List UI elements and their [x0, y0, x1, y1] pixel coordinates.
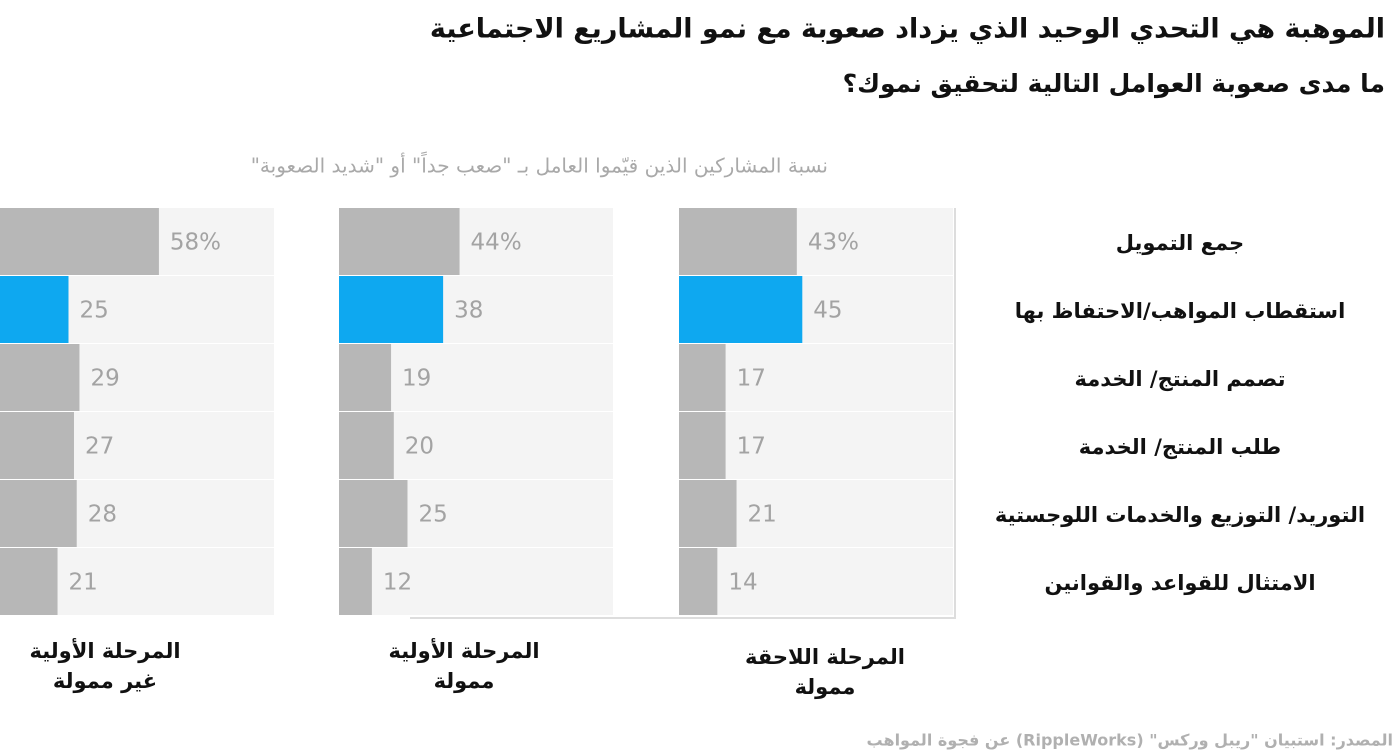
- panel-label: المرحلة الأولية غير ممولة: [29, 639, 181, 693]
- bar: [0, 276, 69, 343]
- value-label: 25: [419, 502, 448, 528]
- value-label: 45: [813, 298, 842, 324]
- bar: [679, 276, 803, 343]
- bar: [679, 480, 737, 547]
- value-label: 28: [88, 502, 117, 528]
- bar: [339, 276, 444, 343]
- panel-label: المرحلة اللاحقة ممولة: [745, 645, 905, 699]
- category-label: الامتثال للقواعد والقوانين: [1044, 571, 1315, 595]
- value-label: 21: [748, 502, 777, 528]
- bar: [679, 344, 726, 411]
- bar: [0, 344, 80, 411]
- row-background: [679, 548, 953, 615]
- category-label: جمع التمويل: [1116, 231, 1244, 255]
- bar: [339, 344, 392, 411]
- value-label: 14: [728, 570, 757, 596]
- row-background: [339, 548, 613, 615]
- chart-title: الموهبة هي التحدي الوحيد الذي يزداد صعوب…: [430, 14, 1385, 45]
- axis-label: نسبة المشاركين الذين قيّموا العامل بـ "ص…: [251, 151, 828, 177]
- value-label: 12: [383, 570, 412, 596]
- value-label: 27: [85, 434, 114, 460]
- bar: [0, 208, 159, 275]
- bar: [339, 208, 460, 275]
- value-label: 25: [80, 298, 109, 324]
- bar: [339, 412, 394, 479]
- value-label: 58%: [170, 230, 221, 256]
- category-label: استقطاب المواهب/الاحتفاظ بها: [1015, 299, 1346, 323]
- bar: [679, 548, 718, 615]
- value-label: 17: [737, 366, 766, 392]
- bar: [0, 480, 77, 547]
- category-label: طلب المنتج/ الخدمة: [1079, 435, 1281, 459]
- bar: [339, 480, 408, 547]
- source: المصدر: استبيان "ريبل وركس" (RippleWorks…: [867, 731, 1393, 750]
- value-label: 43%: [808, 230, 859, 256]
- value-label: 17: [737, 434, 766, 460]
- category-label: تصمم المنتج/ الخدمة: [1075, 367, 1286, 391]
- value-label: 21: [69, 570, 98, 596]
- value-label: 44%: [471, 230, 522, 256]
- bar: [679, 412, 726, 479]
- panel-label: المرحلة الأولية ممولة: [388, 639, 540, 693]
- value-label: 38: [454, 298, 483, 324]
- bar: [339, 548, 372, 615]
- category-label: التوريد/ التوزيع والخدمات اللوجستية: [995, 503, 1365, 527]
- value-label: 20: [405, 434, 434, 460]
- value-label: 19: [402, 366, 431, 392]
- bar: [679, 208, 797, 275]
- chart-subtitle: ما مدى صعوبة العوامل التالية لتحقيق نموك…: [843, 69, 1385, 99]
- bar: [0, 412, 74, 479]
- value-label: 29: [90, 366, 119, 392]
- bar: [0, 548, 58, 615]
